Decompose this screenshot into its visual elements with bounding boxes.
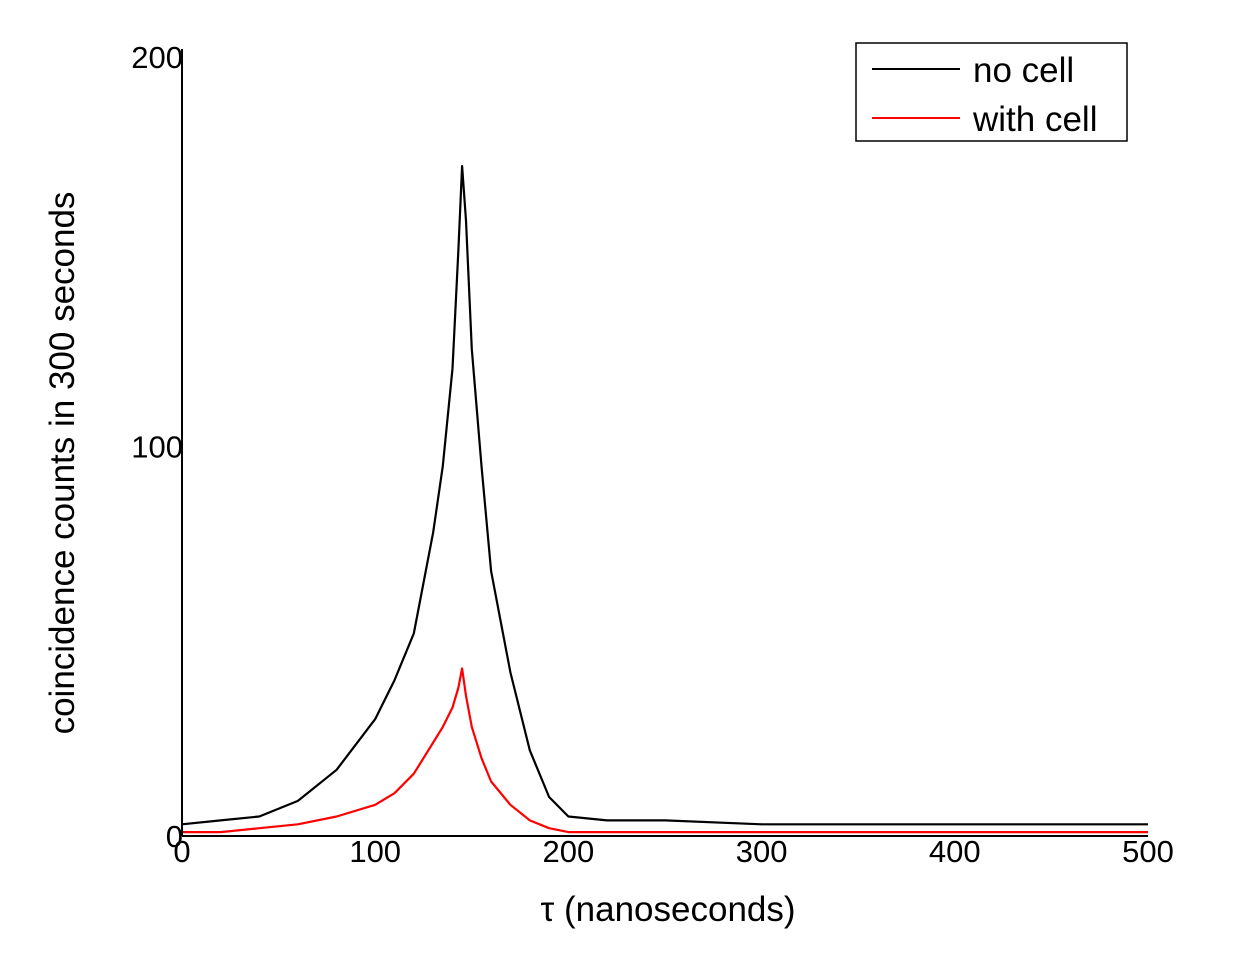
- x-tick-label-0: 0: [173, 834, 190, 869]
- x-axis-label: τ (nanoseconds): [540, 890, 795, 929]
- x-tick-label-400: 400: [929, 834, 981, 869]
- x-ticks: 0 100 200 300 400 500: [173, 834, 1173, 869]
- series-line-with-cell: [182, 667, 1148, 834]
- legend: no cell with cell: [855, 42, 1128, 142]
- y-tick-label-0: 0: [166, 819, 183, 854]
- legend-box: [855, 42, 1128, 142]
- plot-lines: [181, 165, 1148, 834]
- x-tick-label-100: 100: [349, 834, 401, 869]
- y-tick-label-200: 200: [131, 40, 183, 75]
- legend-label-no-cell: no cell: [973, 51, 1074, 90]
- series-line-no-cell: [181, 165, 1148, 826]
- legend-label-with-cell: with cell: [972, 100, 1097, 139]
- x-tick-label-300: 300: [736, 834, 788, 869]
- x-tick-label-500: 500: [1122, 834, 1174, 869]
- y-axis-label: coincidence counts in 300 seconds: [43, 192, 82, 735]
- y-tick-label-100: 100: [131, 430, 183, 465]
- x-tick-label-200: 200: [543, 834, 595, 869]
- y-ticks: 0 100 200: [131, 40, 183, 854]
